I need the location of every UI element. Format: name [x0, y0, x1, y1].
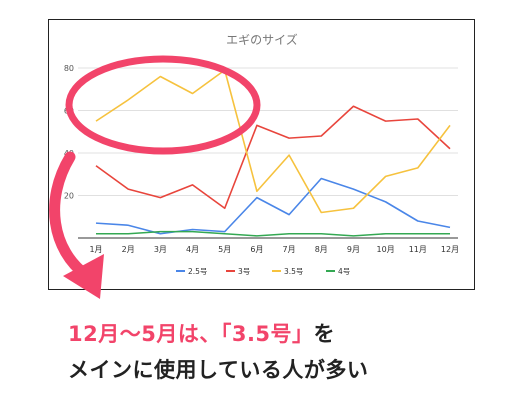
x-tick-label: 3月 [154, 245, 167, 254]
y-tick-label: 80 [64, 64, 74, 73]
x-tick-label: 12月 [441, 245, 459, 254]
legend-label: 4号 [338, 267, 350, 276]
x-tick-label: 1月 [89, 245, 102, 254]
caption-line1-after: を [313, 322, 336, 346]
x-tick-label: 2月 [122, 245, 135, 254]
x-tick-label: 8月 [315, 245, 328, 254]
caption-emphasis: 「3.5号」 [220, 322, 314, 346]
y-tick-label: 20 [64, 192, 74, 201]
series-line [95, 177, 451, 235]
caption: 12月〜5月は、「3.5号」を メインに使用している人が多い [68, 316, 508, 388]
legend-label: 3号 [238, 267, 250, 276]
x-tick-label: 9月 [347, 245, 360, 254]
highlight-ellipse [65, 55, 261, 155]
caption-line1-before: 12月〜5月は、 [68, 322, 221, 346]
series-line [95, 105, 451, 210]
x-tick-label: 11月 [409, 245, 427, 254]
x-tick-label: 10月 [377, 245, 395, 254]
x-tick-label: 4月 [186, 245, 199, 254]
x-tick-label: 5月 [218, 245, 231, 254]
series-line [96, 230, 450, 237]
chart-title: エギのサイズ [226, 32, 298, 47]
series-line [95, 69, 451, 214]
x-tick-label: 7月 [283, 245, 296, 254]
legend-label: 3.5号 [284, 267, 303, 276]
x-tick-label: 6月 [250, 245, 263, 254]
legend-label: 2.5号 [188, 267, 207, 276]
arrow-head [63, 254, 104, 299]
caption-line2: メインに使用している人が多い [68, 358, 369, 382]
chart-legend: 2.5号 3号 3.5号 4号 [176, 267, 350, 276]
arrow-curve [49, 151, 92, 281]
